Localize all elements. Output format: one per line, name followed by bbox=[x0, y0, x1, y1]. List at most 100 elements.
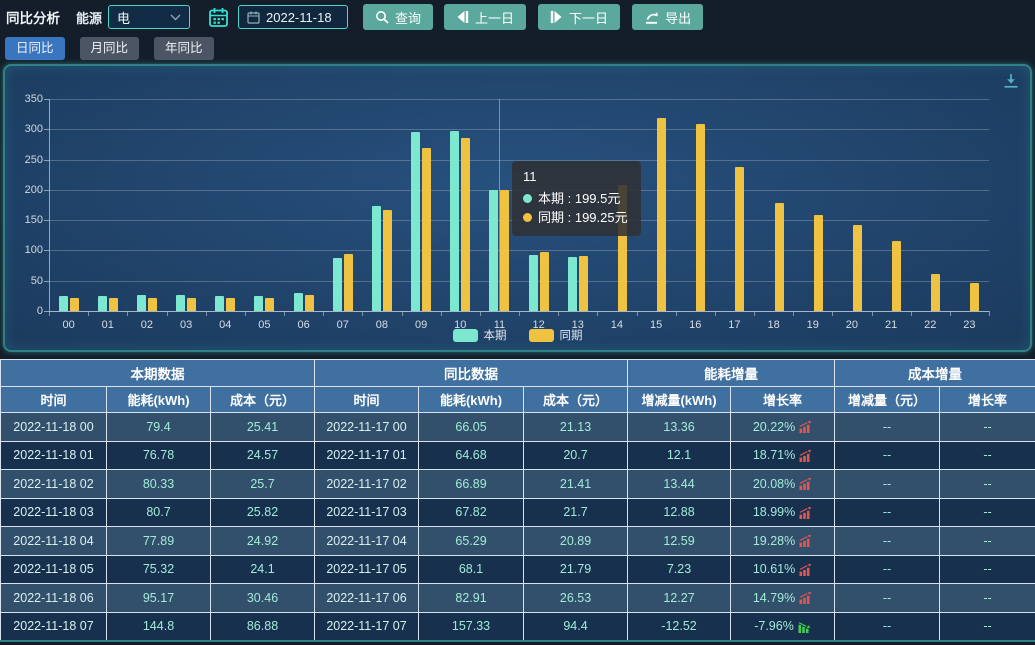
value-cell: 20.89 bbox=[523, 526, 629, 556]
growth-rate: 18.99% bbox=[753, 505, 812, 519]
calendar-icon[interactable] bbox=[207, 6, 229, 28]
x-axis-label: 02 bbox=[140, 319, 154, 331]
tab-year-yoy[interactable]: 年同比 bbox=[154, 37, 214, 60]
value-cell: -- bbox=[939, 440, 1035, 470]
x-axis-label: 06 bbox=[297, 319, 310, 331]
value-cell: 82.91 bbox=[418, 583, 525, 613]
bar-yoy-12[interactable] bbox=[539, 251, 549, 311]
bar-yoy-21[interactable] bbox=[892, 240, 902, 311]
y-axis-tick bbox=[44, 189, 49, 191]
y-axis-tick bbox=[44, 99, 49, 100]
y-axis-label: 200 bbox=[24, 183, 43, 196]
table-column-header: 增长率 bbox=[939, 386, 1035, 413]
x-axis-tick bbox=[832, 311, 834, 316]
x-axis-tick bbox=[871, 311, 873, 316]
value-cell: -- bbox=[834, 497, 941, 527]
table-column-header: 时间 bbox=[314, 386, 420, 413]
next-day-icon bbox=[550, 11, 562, 23]
bar-yoy-10[interactable] bbox=[461, 138, 471, 311]
bar-yoy-14[interactable] bbox=[617, 185, 627, 311]
download-icon[interactable] bbox=[1002, 73, 1020, 89]
bar-yoy-05[interactable] bbox=[265, 297, 275, 311]
gridline bbox=[49, 189, 989, 191]
query-button[interactable]: 查询 bbox=[363, 4, 434, 30]
next-day-button[interactable]: 下一日 bbox=[538, 4, 621, 30]
data-table: 本期数据 同比数据 能耗增量 成本增量 时间 能耗(kWh) 成本（元） 时间 能耗(kWh) 成… bbox=[0, 359, 1035, 642]
energy-select[interactable]: 电 bbox=[108, 5, 191, 29]
bar-yoy-13[interactable] bbox=[578, 256, 588, 311]
value-cell: 24.1 bbox=[209, 554, 316, 584]
y-axis-label: 50 bbox=[30, 274, 43, 287]
tab-month-yoy[interactable]: 月同比 bbox=[79, 37, 140, 60]
table-column-header: 成本（元） bbox=[209, 386, 316, 413]
table-row: 2022-11-18 03 80.7 25.82 2022-11-17 03 67.82… bbox=[0, 497, 1035, 527]
bar-yoy-23[interactable] bbox=[970, 282, 980, 311]
bar-yoy-19[interactable] bbox=[813, 215, 823, 311]
value-cell: 95.17 bbox=[106, 583, 211, 613]
bar-current-03[interactable] bbox=[176, 295, 186, 311]
bar-current-08[interactable] bbox=[371, 205, 381, 311]
bar-yoy-01[interactable] bbox=[108, 298, 118, 311]
x-axis-label: 20 bbox=[845, 319, 859, 331]
bar-current-12[interactable] bbox=[528, 254, 538, 311]
bar-current-10[interactable] bbox=[450, 131, 460, 311]
bar-yoy-18[interactable] bbox=[774, 202, 784, 311]
chart-panel: 0 50 100 150 200 250 300 350 00 01 02 03 04 05 06 07 08 0… bbox=[3, 64, 1032, 352]
bar-current-09[interactable] bbox=[411, 132, 421, 311]
x-axis-tick bbox=[558, 311, 560, 316]
legend-item-yoy[interactable]: 同期 bbox=[528, 327, 583, 343]
prev-day-button[interactable]: 上一日 bbox=[444, 4, 527, 30]
bar-yoy-06[interactable] bbox=[304, 294, 314, 311]
growth-rate-value: -7.96% bbox=[754, 619, 794, 634]
value-cell: 26.53 bbox=[523, 583, 629, 613]
bar-yoy-15[interactable] bbox=[657, 118, 667, 311]
bar-yoy-09[interactable] bbox=[422, 147, 432, 311]
bar-current-11[interactable] bbox=[489, 190, 499, 311]
x-axis-tick bbox=[636, 311, 638, 316]
bar-current-02[interactable] bbox=[136, 295, 146, 311]
bar-current-00[interactable] bbox=[58, 295, 68, 311]
x-axis-tick bbox=[910, 311, 912, 316]
export-button[interactable]: 导出 bbox=[632, 4, 704, 30]
bar-current-13[interactable] bbox=[567, 257, 577, 311]
value-cell: -- bbox=[939, 412, 1035, 442]
bar-current-05[interactable] bbox=[254, 296, 264, 311]
bar-current-01[interactable] bbox=[97, 296, 107, 311]
search-icon bbox=[376, 11, 389, 24]
bar-yoy-22[interactable] bbox=[931, 274, 941, 311]
x-axis-tick bbox=[88, 311, 90, 316]
bar-yoy-11[interactable] bbox=[500, 190, 510, 311]
time-cell: 2022-11-17 00 bbox=[314, 412, 420, 442]
table-row: 2022-11-18 00 79.4 25.41 2022-11-17 00 66.05… bbox=[0, 412, 1035, 442]
table-row: 2022-11-18 04 77.89 24.92 2022-11-17 04 65.2… bbox=[0, 526, 1035, 556]
value-cell: -- bbox=[939, 469, 1035, 499]
y-axis-label: 100 bbox=[24, 244, 43, 257]
bar-yoy-16[interactable] bbox=[696, 124, 706, 311]
bar-yoy-07[interactable] bbox=[343, 253, 353, 311]
bar-current-04[interactable] bbox=[215, 295, 225, 311]
value-cell: -- bbox=[834, 412, 941, 442]
value-cell: 30.46 bbox=[209, 583, 316, 613]
bar-yoy-17[interactable] bbox=[735, 167, 745, 311]
bar-yoy-04[interactable] bbox=[226, 298, 236, 311]
growth-rate: 10.61% bbox=[753, 562, 812, 576]
value-cell: 20.22% bbox=[730, 412, 836, 442]
x-axis-tick bbox=[323, 311, 325, 316]
bar-yoy-03[interactable] bbox=[187, 297, 197, 311]
y-axis-tick bbox=[44, 129, 49, 131]
table-column-header: 能耗(kWh) bbox=[418, 386, 525, 413]
bar-yoy-02[interactable] bbox=[147, 298, 157, 311]
bar-yoy-08[interactable] bbox=[382, 209, 392, 311]
bar-current-07[interactable] bbox=[332, 258, 342, 311]
bar-yoy-20[interactable] bbox=[852, 224, 862, 311]
value-cell: 20.08% bbox=[730, 469, 836, 499]
legend-item-current[interactable]: 本期 bbox=[452, 327, 507, 343]
y-axis-label: 150 bbox=[24, 214, 43, 227]
tab-day-yoy[interactable]: 日同比 bbox=[5, 37, 65, 60]
bar-yoy-00[interactable] bbox=[69, 298, 79, 311]
x-axis-label: 16 bbox=[689, 319, 702, 331]
date-input[interactable]: 2022-11-18 bbox=[238, 5, 349, 29]
x-axis-tick bbox=[754, 311, 755, 316]
y-axis-label: 0 bbox=[36, 305, 43, 317]
bar-current-06[interactable] bbox=[293, 292, 303, 311]
